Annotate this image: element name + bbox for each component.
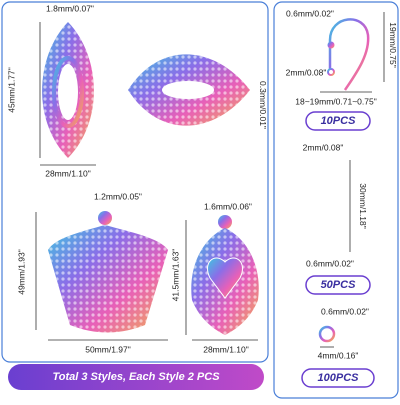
count-pill bbox=[301, 368, 375, 388]
dim-label: 18~19mm/0.71~0.75" bbox=[295, 96, 376, 106]
dim-label: 4mm/0.16" bbox=[318, 350, 359, 360]
banner bbox=[8, 364, 264, 390]
dim-label: 50mm/1.97" bbox=[85, 344, 131, 354]
pendant-leaf bbox=[42, 22, 94, 158]
dim-label: 1.6mm/0.06" bbox=[204, 201, 252, 211]
dim-label: 19mm/0.75" bbox=[388, 22, 398, 68]
dim-label: 0.6mm/0.02" bbox=[306, 258, 354, 268]
dim-label: 28mm/1.10" bbox=[203, 344, 249, 354]
pendant-leaf-side bbox=[128, 54, 250, 126]
dim-label: 49mm/1.93" bbox=[16, 249, 26, 295]
count-pill bbox=[305, 111, 371, 131]
head-pin bbox=[325, 159, 335, 252]
banner-text: Total 3 Styles, Each Style 2 PCS bbox=[52, 371, 220, 383]
dim-label: 0.6mm/0.02" bbox=[286, 8, 334, 18]
dim-label: 2mm/0.08" bbox=[286, 67, 327, 77]
dim-label: 1.8mm/0.07" bbox=[46, 3, 94, 13]
dim-label: 0.3mm/0.01" bbox=[258, 81, 268, 129]
dim-label: 45mm/1.77" bbox=[6, 67, 16, 113]
dim-label: 28mm/1.10" bbox=[45, 168, 91, 178]
count-label: 100PCS bbox=[318, 372, 360, 384]
count-pill bbox=[305, 275, 371, 295]
dim-label: 41.5mm/1.63" bbox=[170, 249, 180, 302]
right-panel bbox=[273, 1, 399, 399]
dim-label: 0.6mm/0.02" bbox=[321, 306, 369, 316]
dim-label: 2mm/0.08" bbox=[303, 142, 344, 152]
ear-hook bbox=[327, 18, 370, 91]
pendant-fan bbox=[48, 211, 168, 333]
count-label: 10PCS bbox=[321, 115, 357, 127]
pendant-heart bbox=[191, 215, 259, 335]
dim-label: 1.2mm/0.05" bbox=[94, 191, 142, 201]
count-label: 50PCS bbox=[321, 279, 357, 291]
left-panel bbox=[1, 1, 269, 363]
dim-label: 30mm/1.18" bbox=[358, 183, 368, 229]
jump-ring bbox=[318, 325, 336, 343]
